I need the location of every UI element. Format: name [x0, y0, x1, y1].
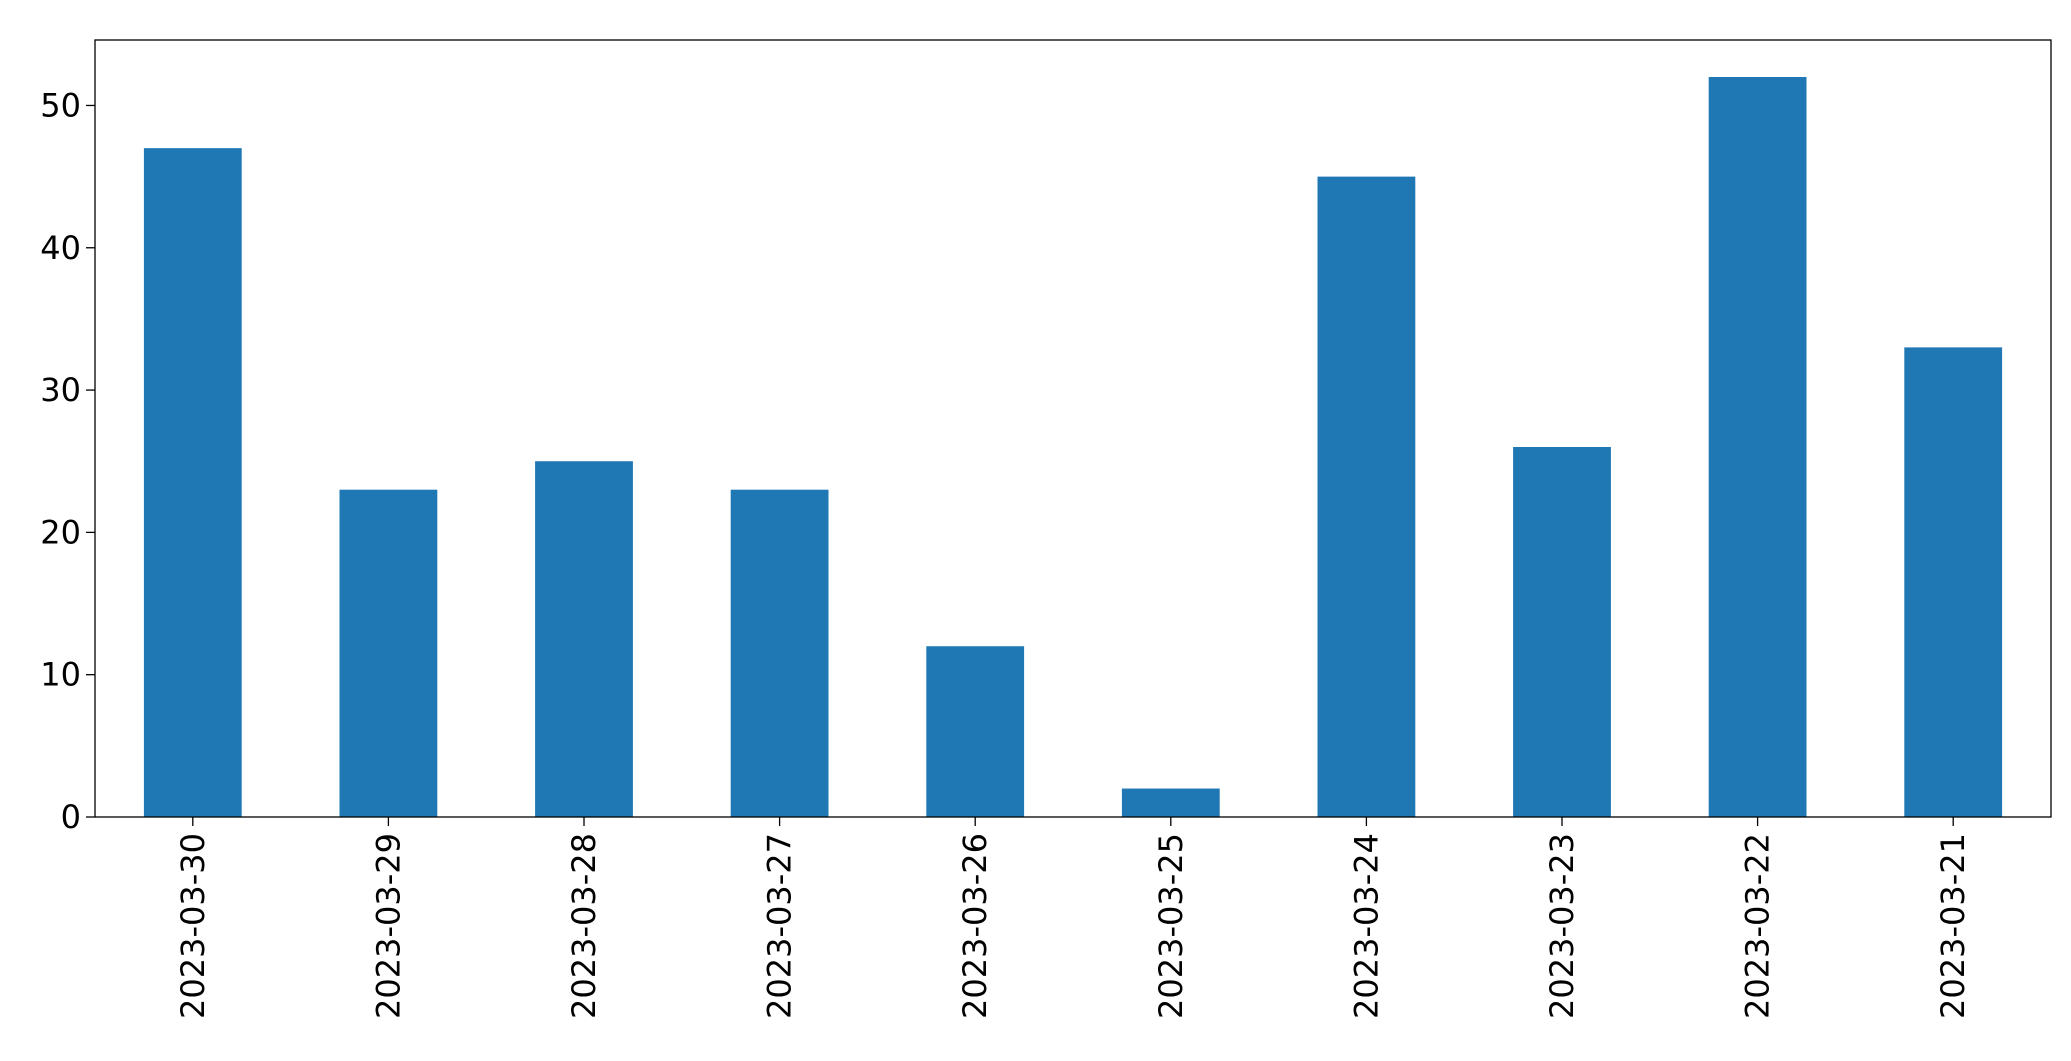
bar [1513, 447, 1611, 817]
x-tick-label: 2023-03-23 [1543, 833, 1581, 1019]
bar [1317, 176, 1416, 818]
x-tick-label: 2023-03-22 [1739, 833, 1777, 1019]
bar [143, 148, 242, 818]
bar [535, 461, 633, 817]
x-tick-label: 2023-03-29 [369, 833, 407, 1019]
x-tick-label: 2023-03-28 [565, 833, 603, 1019]
bar [1904, 347, 2003, 817]
x-tick-label: 2023-03-30 [174, 833, 212, 1019]
x-tick-label: 2023-03-25 [1152, 833, 1190, 1019]
y-tick-label: 20 [40, 513, 81, 551]
y-tick-label: 10 [40, 656, 81, 694]
y-tick-label: 0 [61, 798, 81, 836]
x-tick-label: 2023-03-21 [1934, 833, 1972, 1019]
y-tick-label: 50 [40, 86, 81, 124]
y-tick-label: 40 [40, 229, 81, 267]
x-tick-label: 2023-03-27 [761, 833, 799, 1019]
bar [926, 646, 1025, 817]
bar [1121, 788, 1220, 817]
bar [339, 489, 438, 817]
x-tick-label: 2023-03-24 [1347, 833, 1385, 1019]
x-tick-label: 2023-03-26 [956, 833, 994, 1019]
plot-frame [94, 39, 2052, 818]
bar [730, 489, 829, 817]
bar [1708, 77, 1807, 817]
y-tick-label: 30 [40, 371, 81, 409]
